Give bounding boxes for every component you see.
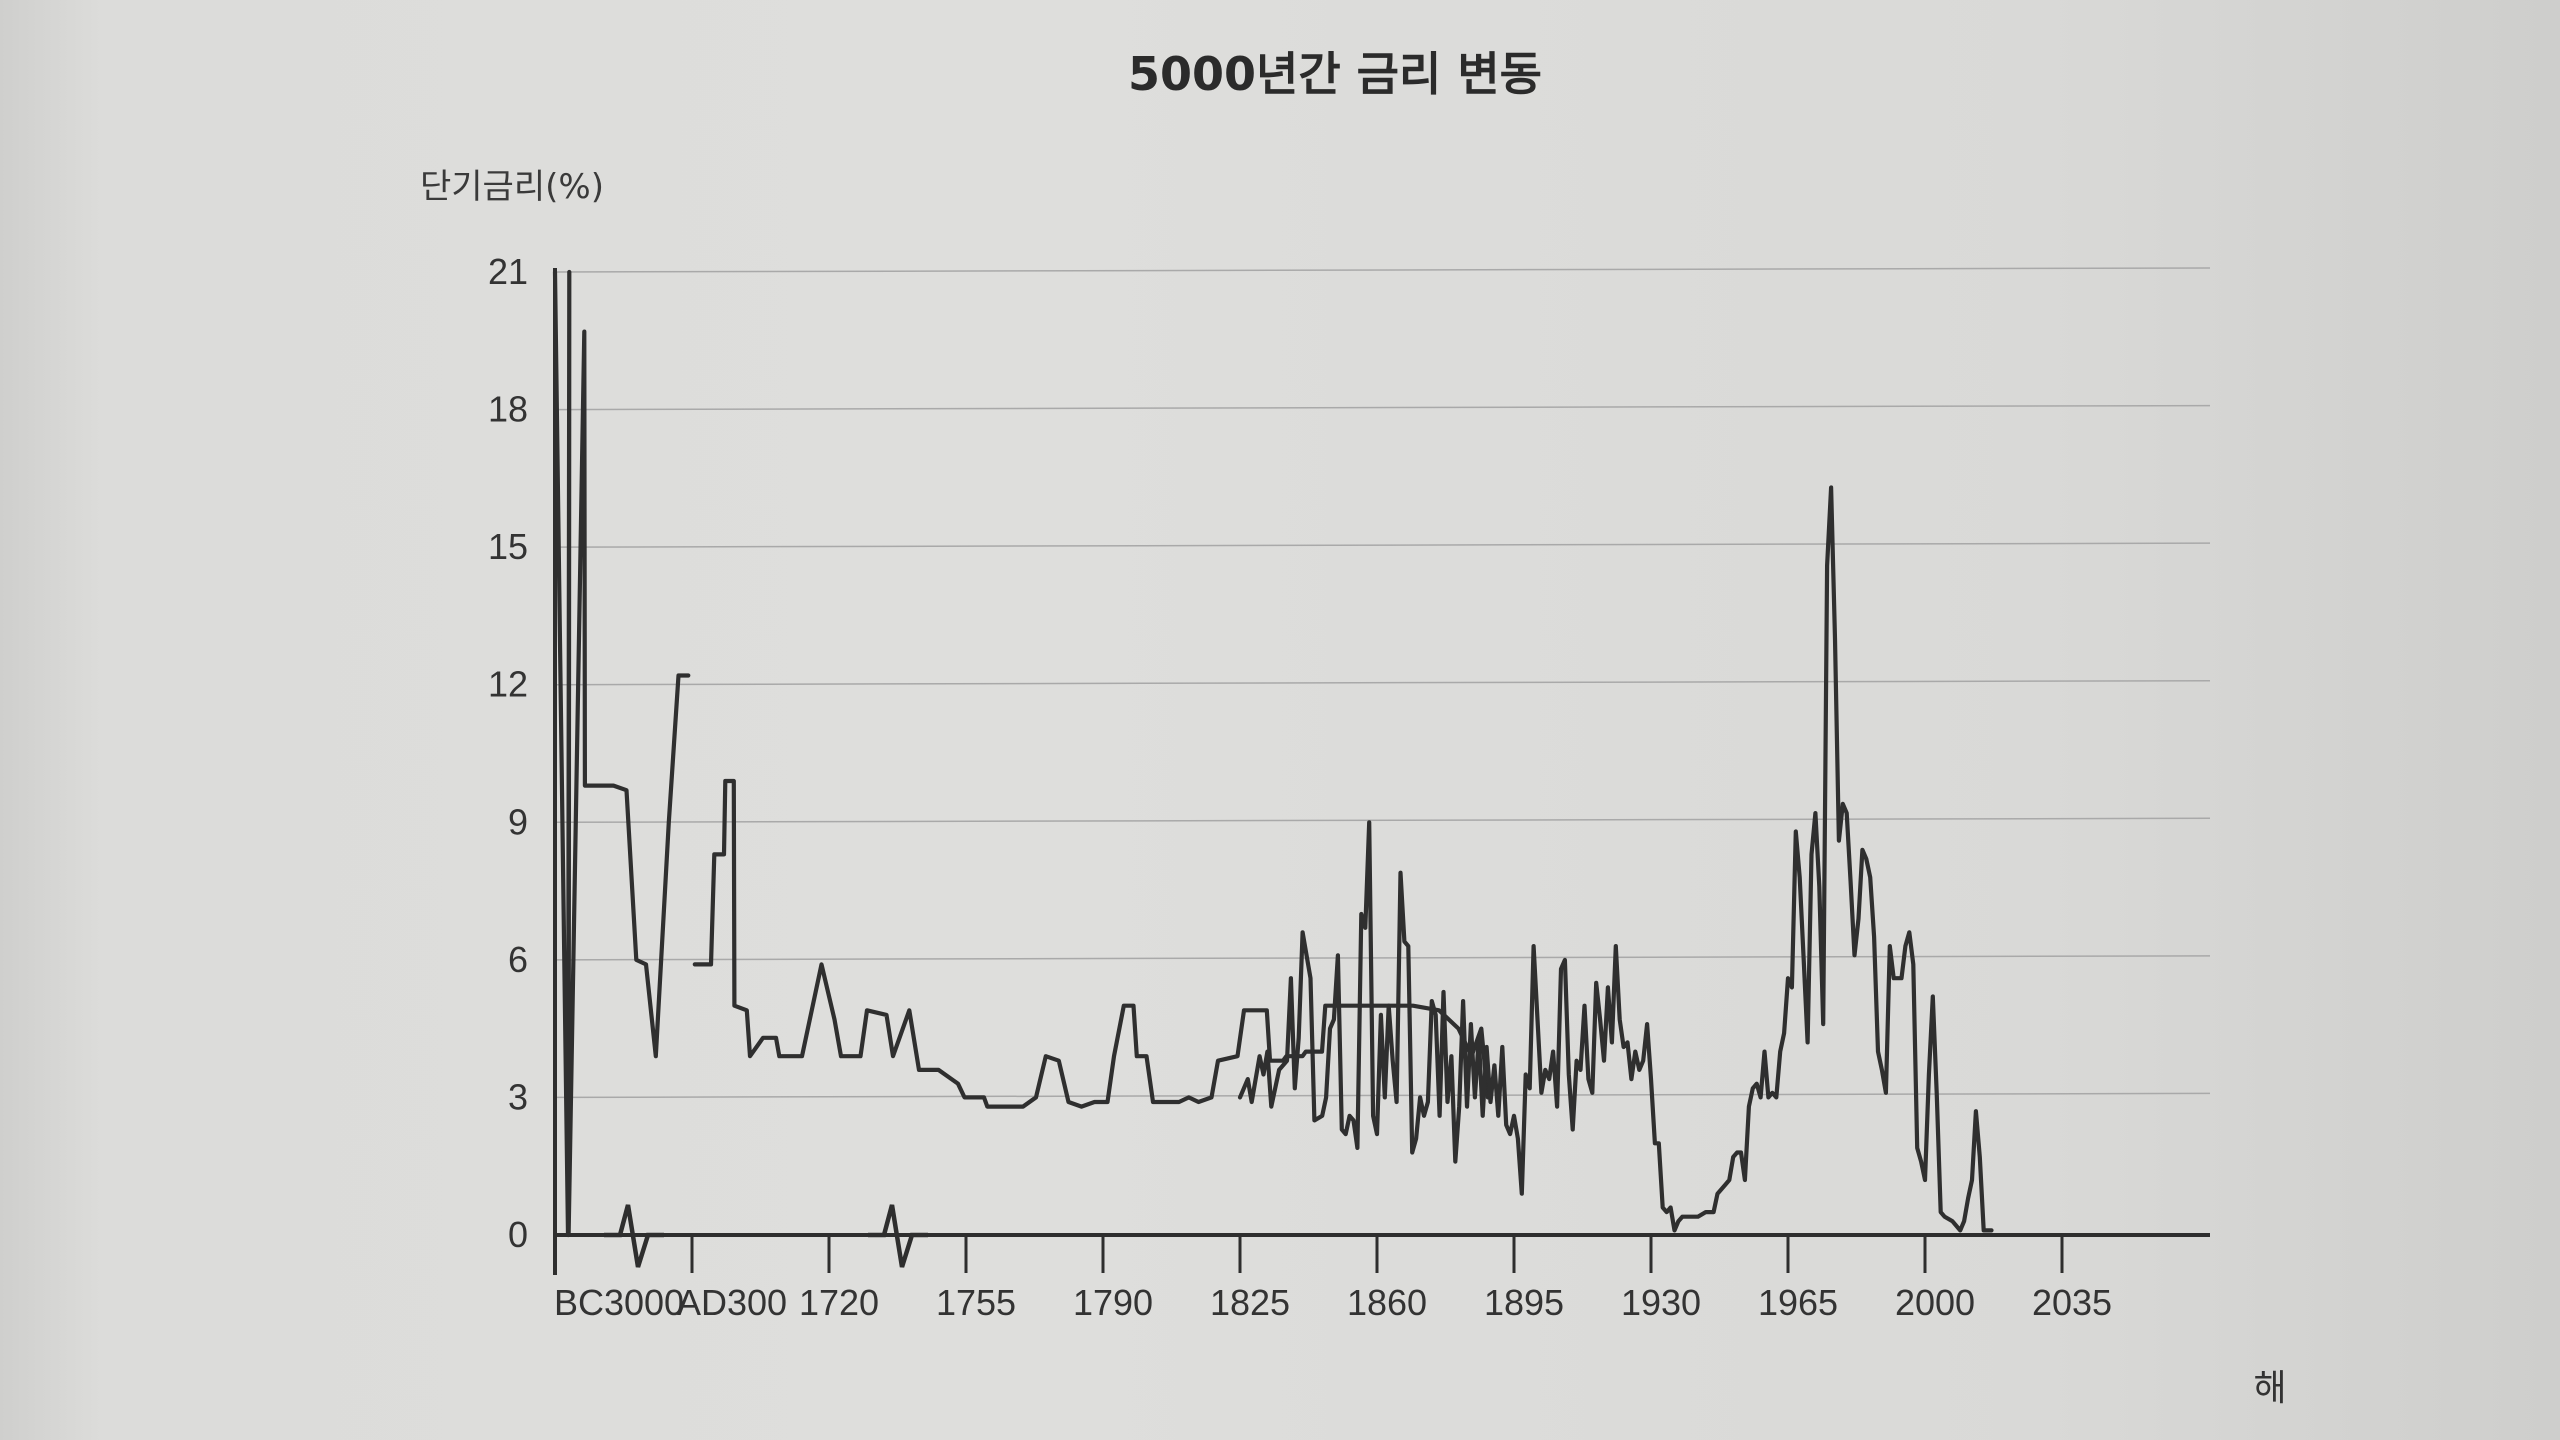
x-tick-1895: 1895 bbox=[1484, 1282, 1564, 1323]
x-axis-label: 해 bbox=[2253, 1368, 2286, 1409]
x-tick-1755: 1755 bbox=[936, 1282, 1016, 1323]
axes bbox=[553, 268, 2210, 1275]
x-tick-2035: 2035 bbox=[2032, 1282, 2112, 1323]
chart-title: 5000년간 금리 변동 bbox=[1128, 47, 1542, 101]
x-tick-BC3000: BC3000 bbox=[554, 1282, 684, 1323]
x-tick-2000: 2000 bbox=[1895, 1282, 1975, 1323]
x-tick-1720: 1720 bbox=[799, 1282, 879, 1323]
y-tick-15: 15 bbox=[488, 526, 528, 567]
x-tick-1965: 1965 bbox=[1758, 1282, 1838, 1323]
y-tick-12: 12 bbox=[488, 664, 528, 705]
series-line-1 bbox=[552, 269, 691, 1238]
gridline-9 bbox=[554, 817, 2211, 824]
gridline-3 bbox=[554, 1092, 2211, 1099]
gridline-12 bbox=[554, 679, 2211, 686]
gridlines bbox=[554, 267, 2211, 1099]
gridline-6 bbox=[554, 955, 2211, 961]
gridline-18 bbox=[554, 404, 2211, 411]
y-tick-21: 21 bbox=[488, 251, 528, 292]
y-tick-9: 9 bbox=[508, 801, 528, 842]
x-tick-1860: 1860 bbox=[1347, 1282, 1427, 1323]
y-axis-label: 단기금리(%) bbox=[420, 167, 604, 207]
x-tick-AD300: AD300 bbox=[677, 1282, 787, 1323]
axis-break-1 bbox=[604, 1204, 664, 1268]
y-tick-3: 3 bbox=[508, 1076, 528, 1117]
y-tick-6: 6 bbox=[508, 939, 528, 980]
y-tick-labels: 0 3 6 9 12 15 18 21 bbox=[488, 251, 528, 1255]
data-series bbox=[552, 269, 1994, 1238]
gridline-15 bbox=[554, 542, 2211, 548]
y-tick-0: 0 bbox=[508, 1214, 528, 1255]
series-line-3 bbox=[1237, 485, 1994, 1233]
axis-break-2 bbox=[868, 1204, 928, 1268]
gridline-21 bbox=[554, 267, 2211, 273]
y-tick-18: 18 bbox=[488, 389, 528, 430]
x-tick-1790: 1790 bbox=[1073, 1282, 1153, 1323]
x-tick-1930: 1930 bbox=[1621, 1282, 1701, 1323]
x-tick-1825: 1825 bbox=[1210, 1282, 1290, 1323]
